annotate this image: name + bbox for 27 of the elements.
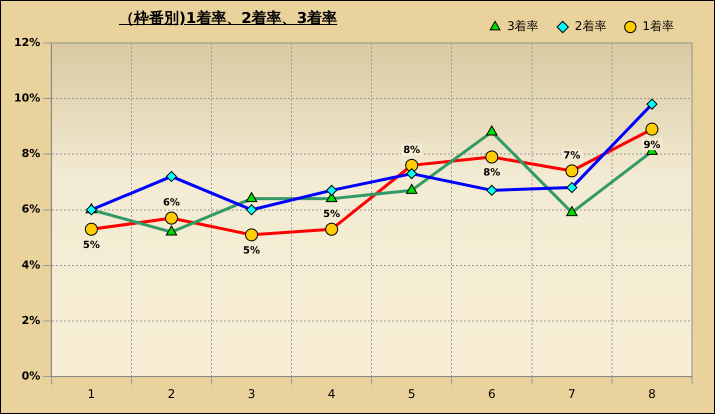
data-label: 5% xyxy=(82,240,100,251)
x-tick-label: 1 xyxy=(88,386,96,401)
legend-label: 1着率 xyxy=(642,19,674,34)
data-label: 5% xyxy=(323,208,340,220)
y-tick-label: 6% xyxy=(22,202,40,216)
x-tick-label: 6 xyxy=(488,386,496,401)
y-tick-label: 2% xyxy=(22,314,40,327)
x-tick-label: 4 xyxy=(328,386,336,401)
data-label: 5% xyxy=(243,245,260,256)
x-tick-label: 3 xyxy=(248,386,256,401)
data-label: 8% xyxy=(403,144,420,156)
y-tick-label: 0% xyxy=(22,369,40,382)
data-label: 7% xyxy=(563,150,580,162)
y-tick-label: 4% xyxy=(22,258,40,272)
data-label: 6% xyxy=(162,198,180,209)
x-tick-label: 5 xyxy=(408,386,416,401)
data-label: 9% xyxy=(643,140,660,151)
x-tick-label: 8 xyxy=(648,386,656,401)
chart-title: （枠番別)1着率、2着率、3着率 xyxy=(119,9,338,28)
x-tick-label: 2 xyxy=(168,386,176,401)
data-label: 8% xyxy=(483,168,500,179)
y-tick-label: 10% xyxy=(14,91,40,104)
x-tick-label: 7 xyxy=(568,386,576,401)
legend-label: 3着率 xyxy=(507,19,539,34)
legend-label: 2着率 xyxy=(574,19,606,34)
y-tick-label: 12% xyxy=(14,36,40,49)
y-tick-label: 8% xyxy=(22,147,40,160)
